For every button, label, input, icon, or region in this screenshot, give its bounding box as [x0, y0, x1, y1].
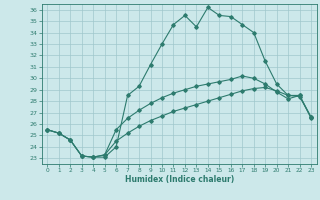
X-axis label: Humidex (Indice chaleur): Humidex (Indice chaleur) [124, 175, 234, 184]
